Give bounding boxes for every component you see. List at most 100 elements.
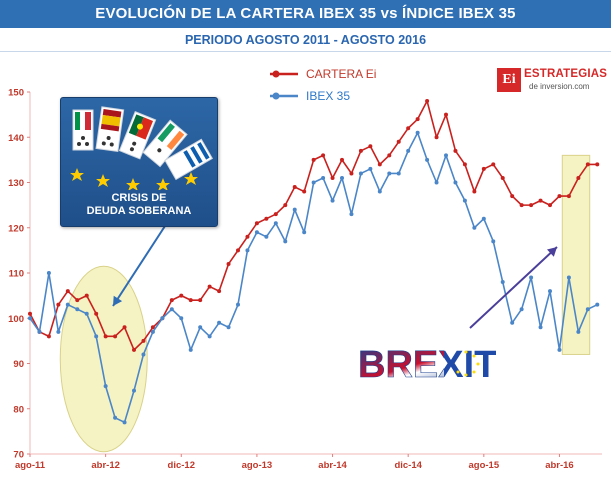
chart-title: EVOLUCIÓN DE LA CARTERA IBEX 35 vs ÍNDIC… bbox=[0, 0, 611, 28]
ibex-35-point bbox=[37, 329, 42, 334]
cartera-ei-point bbox=[377, 162, 382, 167]
brexit-arrow bbox=[469, 246, 558, 329]
x-tick-label: ago-13 bbox=[242, 460, 273, 471]
crisis-arrow bbox=[112, 225, 166, 307]
ibex-35-point bbox=[56, 329, 61, 334]
cartera-ei-point bbox=[472, 189, 477, 194]
cartera-ei-point bbox=[94, 311, 99, 316]
ibex-35-point bbox=[519, 307, 524, 312]
ibex-35-point bbox=[113, 415, 118, 420]
legend-marker-ibex bbox=[272, 92, 280, 100]
y-tick-label: 110 bbox=[9, 269, 24, 280]
ibex-35-point bbox=[226, 325, 231, 330]
ibex-35-point bbox=[396, 171, 401, 176]
ibex-35-point bbox=[217, 320, 222, 325]
cartera-ei-point bbox=[198, 298, 203, 303]
cartera-ei-point bbox=[576, 175, 581, 180]
cartera-ei-point bbox=[548, 203, 552, 208]
ibex-35-point bbox=[245, 248, 250, 253]
cartera-ei-point bbox=[132, 347, 136, 352]
ibex-35-point bbox=[358, 171, 363, 176]
x-tick-label: dic-12 bbox=[168, 460, 195, 471]
ibex-35-point bbox=[368, 166, 373, 171]
x-tick-label: ago-15 bbox=[469, 460, 500, 471]
y-tick-label: 150 bbox=[8, 88, 24, 99]
brand-name: ESTRATEGIAS bbox=[524, 68, 608, 80]
brexit-arrow-head bbox=[547, 247, 557, 257]
cartera-ei-point bbox=[122, 325, 127, 330]
ibex-35-point bbox=[179, 316, 184, 321]
crisis-label-line2: DEUDA SOBERANA bbox=[86, 205, 192, 217]
crisis-label: CRISIS DE DEUDA SOBERANA bbox=[61, 192, 217, 218]
cartera-ei-point bbox=[179, 293, 184, 298]
cartera-ei-point bbox=[273, 212, 278, 217]
brand-logo-icon: Ei bbox=[497, 68, 521, 92]
ibex-35-point bbox=[150, 329, 155, 334]
ibex-35-point bbox=[585, 307, 590, 312]
ibex-35-point bbox=[566, 275, 571, 280]
y-tick-label: 140 bbox=[8, 133, 24, 144]
header-divider bbox=[0, 51, 611, 52]
ibex-35-point bbox=[434, 180, 439, 185]
brexit-label: BREXIT bbox=[358, 344, 496, 384]
ibex-35-point bbox=[188, 347, 193, 352]
ibex-35-point bbox=[264, 234, 269, 239]
cartera-ei-point bbox=[406, 126, 411, 131]
ibex-35-point bbox=[302, 230, 307, 235]
cartera-ei-point bbox=[462, 162, 467, 167]
cartera-ei-point bbox=[481, 166, 486, 171]
cartera-ei-point bbox=[65, 289, 70, 294]
x-tick-label: abr-14 bbox=[318, 460, 347, 471]
cartera-ei-point bbox=[226, 261, 231, 266]
cartera-ei-point bbox=[349, 171, 354, 176]
ibex-35-point bbox=[491, 239, 496, 244]
cartera-ei-point bbox=[387, 153, 392, 158]
ibex-35-point bbox=[406, 148, 411, 153]
ibex-35-point bbox=[557, 347, 562, 352]
cartera-ei-point bbox=[396, 139, 401, 144]
cartera-ei-point bbox=[28, 311, 32, 316]
x-tick-label: abr-16 bbox=[545, 460, 574, 471]
ibex-35-point bbox=[46, 271, 51, 275]
cartera-ei-point bbox=[434, 135, 439, 140]
cartera-ei-point bbox=[141, 338, 146, 343]
cartera-ei-point bbox=[264, 216, 269, 221]
ibex-35-point bbox=[94, 334, 99, 339]
ibex-35-point bbox=[453, 180, 458, 185]
cartera-ei-point bbox=[340, 157, 344, 162]
ibex-35-point bbox=[387, 171, 392, 176]
crisis-label-line1: CRISIS DE bbox=[111, 192, 167, 204]
cartera-ei-point bbox=[453, 148, 458, 153]
y-tick-label: 120 bbox=[8, 223, 24, 234]
cartera-ei-point bbox=[283, 203, 288, 208]
domino-flags-icon bbox=[70, 106, 214, 191]
ibex-35-point bbox=[160, 316, 165, 321]
y-tick-label: 80 bbox=[13, 404, 24, 415]
ibex-35-point bbox=[425, 157, 430, 162]
cartera-ei-point bbox=[188, 298, 193, 303]
cartera-ei-point bbox=[557, 194, 562, 199]
ibex-35-point bbox=[595, 302, 600, 307]
y-tick-label: 70 bbox=[13, 450, 24, 461]
ibex-35-point bbox=[538, 325, 543, 330]
crisis-deuda-soberana-panel: CRISIS DE DEUDA SOBERANA bbox=[60, 97, 218, 227]
cartera-ei-point bbox=[368, 144, 373, 149]
ibex-35-point bbox=[576, 329, 581, 334]
ibex-35-point bbox=[349, 212, 354, 217]
ibex-35-point bbox=[529, 275, 534, 280]
cartera-ei-point bbox=[75, 298, 80, 303]
cartera-ei-point bbox=[254, 221, 259, 226]
ibex-35-point bbox=[481, 216, 486, 221]
ibex-35-point bbox=[75, 307, 80, 312]
cartera-ei-point bbox=[330, 175, 335, 180]
cartera-ei-point bbox=[358, 148, 363, 153]
brexit-label: BREXIT bbox=[358, 344, 496, 384]
cartera-ei-point bbox=[519, 203, 524, 208]
chart-subtitle: PERIODO AGOSTO 2011 - AGOSTO 2016 bbox=[184, 33, 427, 47]
cartera-ei-point bbox=[585, 162, 590, 167]
y-tick-label: 90 bbox=[13, 359, 24, 370]
ibex-35-point bbox=[472, 225, 477, 230]
crisis-highlight-ellipse bbox=[59, 265, 148, 453]
ibex-35-point bbox=[321, 175, 326, 180]
